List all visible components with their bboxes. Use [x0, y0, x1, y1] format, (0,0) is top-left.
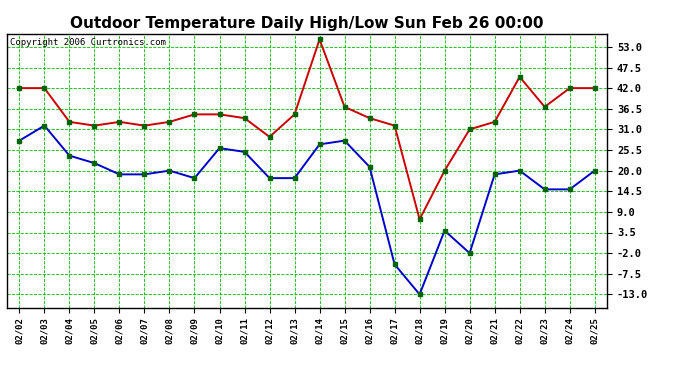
Title: Outdoor Temperature Daily High/Low Sun Feb 26 00:00: Outdoor Temperature Daily High/Low Sun F…	[70, 16, 544, 31]
Text: Copyright 2006 Curtronics.com: Copyright 2006 Curtronics.com	[10, 38, 166, 47]
